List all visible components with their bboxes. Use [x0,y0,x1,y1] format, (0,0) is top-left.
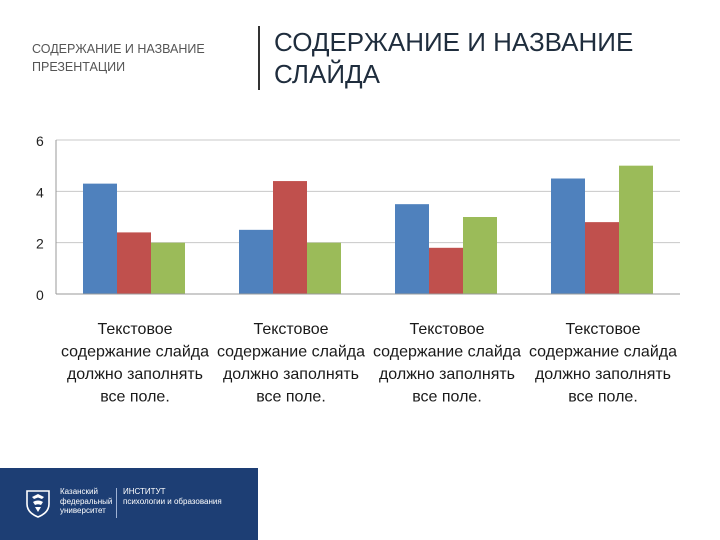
title-divider [258,26,260,90]
bar [83,183,117,294]
bar [239,229,273,294]
university-name: Казанский федеральный университет [60,487,118,516]
bar [429,247,463,294]
bar [463,217,497,294]
footer-bar: Казанский федеральный университет ИНСТИТ… [0,468,258,540]
bar [307,242,341,294]
university-line: университет [60,506,106,515]
institute-line: ИНСТИТУТ [123,487,166,496]
university-logo-icon [26,490,50,518]
bar [273,181,307,294]
institute-name: ИНСТИТУТ психологии и образования [123,487,253,506]
x-tick-label: Текстовое содержание слайда должно заполня… [529,321,677,406]
bar [619,165,653,294]
x-tick-label: Текстовое содержание слайда должно заполня… [61,321,209,406]
page-title: СОДЕРЖАНИЕ И НАЗВАНИЕ СЛАЙДА [274,27,634,89]
bar-chart: 0 2 4 6 Текстовое содержание слайда должно зап… [36,133,680,406]
x-tick-label: Текстовое содержание слайда должно заполня… [217,321,365,406]
y-tick-label: 2 [36,236,44,252]
y-tick-label: 6 [36,133,44,149]
bar [151,242,185,294]
university-line: Казанский [60,487,98,496]
bar [551,178,585,294]
bar [117,232,151,294]
x-tick-label: Текстовое содержание слайда должно заполня… [373,321,521,406]
y-tick-label: 0 [36,287,44,303]
small-title: СОДЕРЖАНИЕ И НАЗВАНИЕ ПРЕЗЕНТАЦИИ [32,42,205,74]
institute-line: психологии и образования [123,496,222,506]
bar [585,222,619,294]
university-line: федеральный [60,496,113,506]
y-tick-label: 4 [36,184,44,200]
bar [395,204,429,294]
footer-divider [116,488,117,518]
